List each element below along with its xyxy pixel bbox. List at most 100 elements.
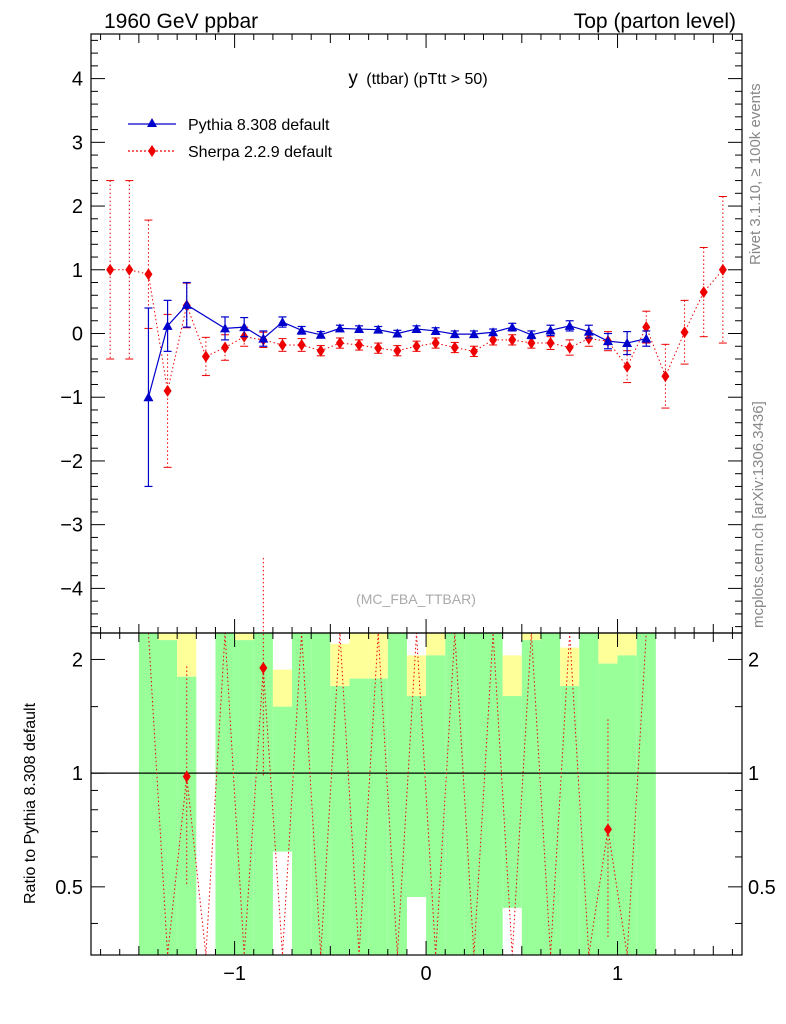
- sherpa-point-21: [508, 333, 517, 346]
- ratio-sherpa-line: [147, 632, 647, 956]
- pythia-point-21: [564, 320, 575, 330]
- ratio-x-tick-label: 0: [421, 963, 432, 985]
- sherpa-point-19: [469, 345, 478, 358]
- sherpa-point-23: [546, 337, 555, 350]
- ratio-band-yellow-11: [368, 633, 388, 679]
- ratio-band-yellow-23: [598, 633, 618, 664]
- ratio-band-green-20: [540, 633, 561, 955]
- axes: −4 −3 −2 −1 0 1 2 3 4 −1 0 1 0.5 0.5 1 1 2 2: [55, 33, 776, 985]
- ratio-point-0: [182, 770, 191, 783]
- ratio-y-tick-label-right: 0.5: [748, 877, 776, 899]
- ratio-band-yellow-14: [426, 633, 446, 656]
- pythia-point-15: [449, 329, 460, 339]
- sherpa-point-12: [335, 337, 344, 350]
- pythia-point-17: [488, 327, 499, 337]
- legend: Pythia 8.308 default Sherpa 2.2.9 defaul…: [128, 117, 333, 161]
- pythia-point-19: [526, 329, 537, 339]
- sherpa-point-16: [412, 340, 421, 353]
- sherpa-point-24: [565, 341, 574, 354]
- ratio-y-tick-label: 2: [72, 649, 83, 671]
- rivet-version-label: Rivet 3.1.10, ≥ 100k events: [747, 83, 764, 265]
- ratio-y-tick-label: 0.5: [55, 877, 83, 899]
- sherpa-point-5: [201, 350, 210, 363]
- ratio-band-yellow-6: [272, 669, 293, 707]
- pythia-point-25: [641, 333, 652, 343]
- sherpa-point-10: [297, 338, 306, 351]
- sherpa-point-2: [144, 268, 153, 281]
- sherpa-point-32: [718, 263, 727, 276]
- pythia-point-5: [258, 333, 269, 343]
- sherpa-point-30: [680, 326, 689, 339]
- sherpa-point-22: [527, 337, 536, 350]
- sherpa-point-28: [642, 321, 651, 334]
- main-y-tick-label: −2: [60, 451, 83, 473]
- ratio-band-green-12: [387, 633, 407, 955]
- main-y-tick-label: −3: [60, 515, 83, 537]
- main-y-tick-label: 1: [72, 260, 83, 282]
- pythia-point-20: [545, 325, 556, 335]
- pythia-point-4: [239, 322, 250, 332]
- sherpa-point-18: [450, 341, 459, 354]
- mcplots-label: mcplots.cern.ch [arXiv:1306.3436]: [750, 401, 767, 628]
- ratio-band-green-8: [311, 633, 331, 955]
- ratio-band-green-23: [598, 663, 618, 955]
- pythia-point-12: [392, 328, 403, 338]
- ratio-band-green-15: [445, 633, 465, 955]
- sherpa-point-6: [221, 341, 230, 354]
- legend-marker-pythia: [147, 118, 157, 127]
- header-right: Top (parton level): [574, 10, 736, 33]
- pythia-point-9: [334, 323, 345, 333]
- pythia-point-6: [277, 317, 288, 327]
- ratio-x-tick-label: −1: [223, 963, 246, 985]
- analysis-label: (MC_FBA_TTBAR): [356, 591, 476, 607]
- pythia-point-16: [468, 329, 479, 339]
- ratio-band-green-1: [158, 640, 178, 955]
- legend-label-pythia: Pythia 8.308 default: [188, 117, 330, 134]
- ratio-band-yellow-1: [158, 633, 178, 641]
- main-series: [106, 180, 727, 488]
- chart-title-rest: (ttbar) (pTtt > 50): [366, 71, 487, 88]
- pythia-point-1: [162, 320, 173, 330]
- ratio-band-green-4: [234, 640, 254, 955]
- ratio-band-green-19: [521, 640, 541, 955]
- sherpa-point-0: [106, 263, 115, 276]
- header-left: 1960 GeV ppbar: [104, 10, 258, 33]
- ratio-y-tick-label: 1: [72, 763, 83, 785]
- main-y-tick-label: 4: [72, 69, 83, 91]
- pythia-point-2: [181, 299, 192, 309]
- ratio-band-green-7: [292, 633, 312, 955]
- ratio-band-green-14: [426, 655, 446, 955]
- sherpa-point-27: [623, 360, 632, 373]
- ratio-band-green-22: [579, 633, 599, 955]
- ratio-band-green-0: [138, 633, 159, 955]
- sherpa-point-1: [125, 263, 134, 276]
- sherpa-point-11: [316, 344, 325, 357]
- ratio-band-green-9: [330, 686, 350, 955]
- pythia-point-10: [354, 324, 365, 334]
- ratio-x-tick-label: 1: [612, 963, 623, 985]
- sherpa-point-9: [278, 338, 287, 351]
- chart-title: y (ttbar) (pTtt > 50): [348, 68, 487, 89]
- pythia-point-18: [507, 322, 518, 332]
- sherpa-point-31: [699, 286, 708, 299]
- ratio-band-green-3: [215, 633, 235, 955]
- pythia-point-14: [430, 325, 441, 335]
- ratio-band-yellow-10: [349, 633, 369, 679]
- ratio-band-yellow-24: [617, 633, 637, 656]
- ratio-point-2: [603, 823, 612, 836]
- sherpa-point-29: [661, 370, 670, 383]
- ratio-band-green-5: [253, 633, 273, 955]
- pythia-point-11: [373, 324, 384, 334]
- ratio-band-yellow-21: [560, 647, 580, 687]
- chart-title-main: y: [348, 68, 358, 89]
- ratio-y-tick-label-right: 2: [748, 649, 759, 671]
- pythia-point-23: [602, 336, 613, 346]
- sherpa-point-15: [393, 344, 402, 357]
- pythia-point-13: [411, 324, 422, 334]
- ratio-band-green-10: [349, 678, 369, 955]
- ratio-band-green-25: [636, 633, 656, 955]
- pythia-point-7: [296, 325, 307, 335]
- ratio-band-green-16: [464, 633, 484, 955]
- pythia-point-24: [622, 338, 633, 348]
